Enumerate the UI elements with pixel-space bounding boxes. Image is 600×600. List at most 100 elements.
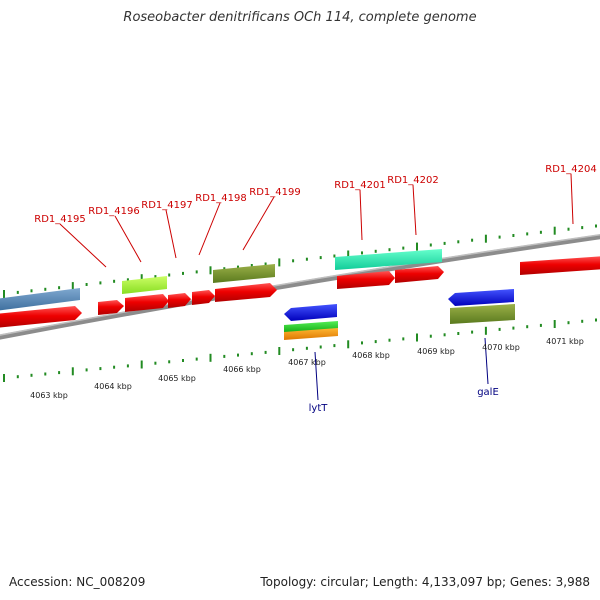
minor-tick <box>44 372 47 376</box>
gene-label-rd1-4201: RD1_4201 <box>334 180 385 191</box>
gene-label-rd1-4196: RD1_4196 <box>88 206 139 217</box>
minor-tick <box>30 373 33 377</box>
minor-tick <box>195 270 198 274</box>
kbp-label-4068: 4068 kbp <box>352 351 390 360</box>
gene-label-rd1-4195: RD1_4195 <box>34 214 85 225</box>
gene-red-3 <box>125 294 169 312</box>
minor-tick <box>443 333 446 337</box>
gene-red-9 <box>520 256 600 275</box>
minor-tick <box>16 375 19 379</box>
minor-tick <box>292 348 295 352</box>
major-tick <box>71 282 74 291</box>
minor-tick <box>168 360 171 364</box>
minor-tick <box>182 359 184 362</box>
gene-red-5 <box>192 290 215 305</box>
minor-tick <box>195 357 198 361</box>
gene-orange-lytT <box>284 328 338 340</box>
minor-tick <box>16 290 19 294</box>
genome-summary-text: Topology: circular; Length: 4,133,097 bp… <box>260 575 590 589</box>
gene-red-2 <box>98 300 124 315</box>
minor-tick <box>388 338 391 342</box>
gene-label-gale: galE <box>477 387 499 398</box>
gene-red-1 <box>0 306 82 328</box>
minor-tick <box>168 273 171 277</box>
minor-tick <box>223 354 226 358</box>
gene-red-7 <box>337 271 395 289</box>
minor-tick <box>471 238 474 242</box>
minor-tick <box>512 234 515 237</box>
minor-tick <box>30 289 33 293</box>
kbp-label-4063: 4063 kbp <box>30 391 68 400</box>
minor-tick <box>457 240 460 244</box>
major-tick <box>416 333 418 342</box>
minor-tick <box>374 340 377 344</box>
minor-tick <box>264 350 267 354</box>
gene-olive-galE <box>450 304 515 324</box>
gene-labels-upper: RD1_4195 RD1_4196 RD1_4197 RD1_4198 RD1_… <box>34 164 596 225</box>
major-tick <box>140 360 143 369</box>
kbp-label-4065: 4065 kbp <box>158 374 196 383</box>
upper-tick-row <box>3 224 597 298</box>
minor-tick <box>223 267 226 271</box>
kbp-label-4070: 4070 kbp <box>482 343 520 352</box>
minor-tick <box>250 264 253 267</box>
major-tick <box>209 266 212 275</box>
accession-text: Accession: NC_008209 <box>9 575 146 589</box>
major-tick <box>484 326 487 335</box>
minor-tick <box>457 332 460 335</box>
minor-tick <box>264 262 267 266</box>
major-tick <box>3 374 5 382</box>
minor-tick <box>581 226 584 230</box>
minor-tick <box>319 256 322 260</box>
minor-tick <box>526 232 529 236</box>
minor-tick <box>581 319 584 323</box>
minor-tick <box>113 365 116 369</box>
gene-blue-galE <box>448 289 514 306</box>
major-tick <box>484 234 487 243</box>
minor-tick <box>126 364 129 368</box>
minor-tick <box>567 321 570 325</box>
minor-tick <box>498 327 501 331</box>
minor-tick <box>539 323 542 327</box>
gene-olive-upper <box>213 264 275 283</box>
minor-tick <box>154 275 157 279</box>
gene-label-rd1-4198: RD1_4198 <box>195 193 246 204</box>
minor-tick <box>250 352 253 356</box>
minor-tick <box>595 224 597 228</box>
callout-lines <box>59 173 574 268</box>
minor-tick <box>44 287 47 291</box>
gene-label-rd1-4202: RD1_4202 <box>387 175 438 186</box>
kbp-label-4064: 4064 kbp <box>94 382 132 391</box>
minor-tick <box>319 345 322 349</box>
gene-aquamarine <box>335 249 442 270</box>
major-tick <box>553 320 556 328</box>
minor-tick <box>595 318 597 322</box>
minor-tick <box>305 346 308 350</box>
kbp-label-4069: 4069 kbp <box>417 347 455 356</box>
minor-tick <box>58 286 61 290</box>
minor-tick <box>85 368 88 372</box>
minor-tick <box>374 249 377 253</box>
minor-tick <box>126 278 129 282</box>
minor-tick <box>443 241 446 245</box>
minor-tick <box>333 254 336 258</box>
minor-tick <box>402 246 405 250</box>
gene-red-8 <box>395 266 444 283</box>
major-tick <box>553 226 556 235</box>
gene-blue-lytT <box>284 304 337 321</box>
major-tick <box>3 290 5 298</box>
minor-tick <box>85 283 88 286</box>
major-tick <box>347 250 350 259</box>
minor-tick <box>539 230 542 234</box>
minor-tick <box>113 279 116 283</box>
minor-tick <box>182 271 184 275</box>
major-tick <box>71 367 74 376</box>
minor-tick <box>526 325 529 329</box>
gene-label-lytt: lytT <box>309 403 329 414</box>
gene-labels-lower: lytT galE <box>309 387 499 414</box>
minor-tick <box>512 326 515 330</box>
minor-tick <box>154 361 157 365</box>
minor-tick <box>333 344 336 348</box>
minor-tick <box>388 248 391 252</box>
